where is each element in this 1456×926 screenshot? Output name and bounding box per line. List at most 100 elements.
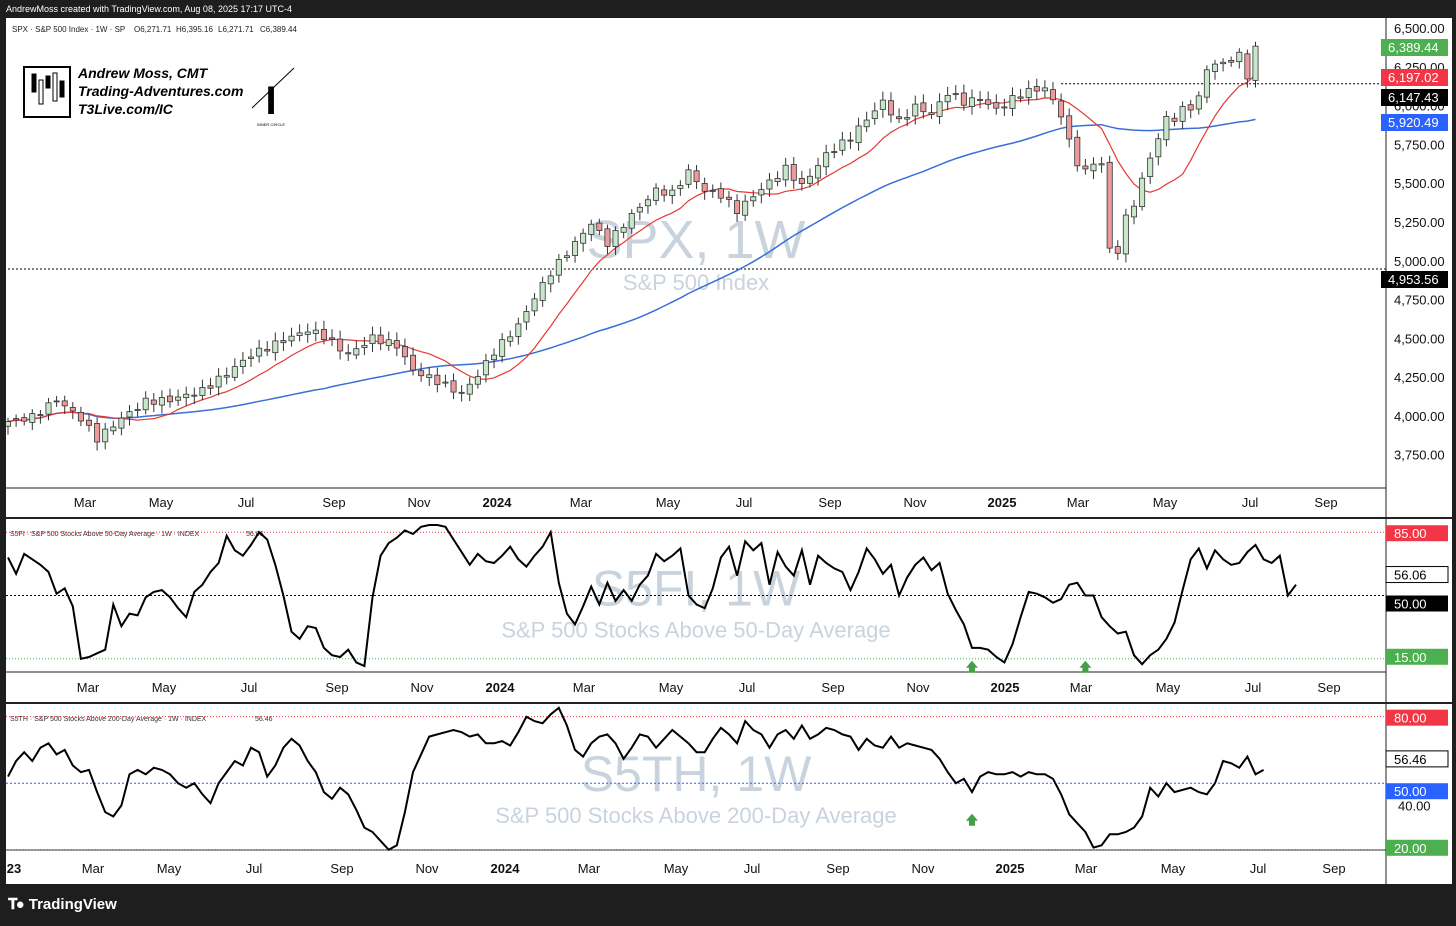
s5th-value-box-bg: [1386, 783, 1448, 800]
price-box-blue: 5,920.49: [1381, 114, 1448, 131]
candle-body: [1179, 106, 1186, 122]
candle-body: [863, 119, 870, 128]
s5th-watermark-subtitle: S&P 500 Stocks Above 200-Day Average: [495, 803, 897, 828]
s5fi-time-axis-tick: Sep: [821, 680, 844, 695]
price-time-axis-tick: May: [1153, 495, 1178, 510]
s5th-arrow-up-icon: [965, 813, 978, 826]
s5th-time-axis-tick: Nov: [911, 861, 935, 876]
candle-body: [1244, 53, 1251, 80]
s5fi-watermark: S5FI, 1W: [592, 561, 801, 617]
s5fi-time-axis-tick: Mar: [77, 680, 100, 695]
ohlc-high: H6,395.16: [176, 25, 213, 34]
price-box-label: 4,953.56: [1388, 272, 1439, 287]
s5th-value-box: 20.00: [1386, 839, 1448, 856]
candle-body: [709, 190, 716, 192]
candle-body: [320, 328, 327, 341]
candle-body: [790, 164, 797, 181]
candle-body: [223, 375, 230, 378]
candle-body: [13, 418, 20, 421]
s5th-value-box-label: 80.00: [1394, 711, 1427, 726]
candle-body: [61, 400, 68, 407]
candle-body: [1252, 45, 1259, 81]
candle-body: [580, 232, 587, 244]
candle-body: [207, 385, 214, 389]
candle-body: [1009, 95, 1016, 109]
price-time-axis-tick: Sep: [818, 495, 841, 510]
candle-body: [231, 366, 238, 378]
price-scale-tick: 4,250.00: [1394, 370, 1445, 385]
candle-body: [758, 189, 765, 196]
price-time-axis-tick: Mar: [74, 495, 97, 510]
price-time-axis-tick: Sep: [1314, 495, 1337, 510]
candle-body: [272, 340, 279, 354]
candle-body: [912, 103, 919, 117]
price-box-label: 6,147.43: [1388, 90, 1439, 105]
candlestick-logo-bar: [59, 80, 65, 98]
s5fi-time-axis-tick: Nov: [410, 680, 434, 695]
candle-body: [458, 391, 465, 394]
tradingview-logo-icon: 𝐓●: [8, 896, 25, 913]
candle-body: [94, 423, 101, 443]
candle-body: [1211, 63, 1218, 72]
candle-body: [1147, 157, 1154, 177]
candle-body: [701, 183, 708, 192]
candle-body: [661, 189, 668, 196]
s5fi-value-box-label: 56.06: [1394, 568, 1427, 583]
candle-body: [1130, 205, 1137, 218]
candle-body: [555, 259, 562, 276]
candlestick-logo-bar: [52, 72, 58, 102]
candle-body: [588, 223, 595, 235]
candle-body: [1049, 89, 1056, 101]
tradingview-brand[interactable]: 𝐓● TradingView: [8, 896, 117, 913]
candle-body: [944, 95, 951, 103]
candle-body: [385, 339, 392, 347]
inner-circle-logo-stroke: [251, 67, 295, 109]
s5fi-time-axis-tick: Jul: [1245, 680, 1262, 695]
candle-body: [37, 414, 44, 416]
inner-circle-caption: INNER CIRCLE: [257, 122, 286, 127]
s5th-time-axis-tick: Mar: [82, 861, 105, 876]
candle-body: [612, 230, 619, 247]
candle-body: [369, 334, 376, 345]
candle-body: [118, 417, 125, 429]
candle-body: [264, 349, 271, 352]
candle-body: [904, 117, 911, 120]
price-scale-tick: 4,500.00: [1394, 331, 1445, 346]
candle-body: [1228, 59, 1235, 63]
price-scale-tick: 5,750.00: [1394, 137, 1445, 152]
candle-body: [312, 329, 319, 334]
candle-body: [1155, 138, 1162, 158]
candle-body: [183, 393, 190, 399]
candle-body: [1163, 115, 1170, 141]
candle-body: [4, 421, 11, 427]
price-time-axis-tick: 2025: [988, 495, 1017, 510]
chart-svg[interactable]: SPX, 1WS&P 500 Index SPX · S&P 500 Index …: [4, 18, 1452, 884]
candle-body: [256, 347, 263, 357]
candle-body: [126, 411, 133, 418]
price-time-axis-tick: May: [149, 495, 174, 510]
price-scale-tick: 5,000.00: [1394, 254, 1445, 269]
candle-body: [693, 170, 700, 183]
candle-body: [86, 419, 93, 426]
author-watermark-box: Andrew Moss, CMT Trading-Adventures.com T3…: [23, 65, 295, 127]
candle-body: [677, 185, 684, 189]
candle-body: [871, 110, 878, 120]
candle-body: [920, 102, 927, 113]
candle-body: [361, 344, 368, 348]
price-legend-title: SPX · S&P 500 Index · 1W · SP: [12, 25, 125, 34]
price-box-black: 6,147.43: [1381, 89, 1448, 106]
candle-body: [742, 200, 749, 216]
candle-body: [1090, 163, 1097, 172]
candle-body: [1082, 165, 1089, 170]
candle-body: [806, 175, 813, 184]
candle-body: [669, 189, 676, 196]
tradingview-brand-label: TradingView: [28, 896, 117, 913]
s5fi-time-axis-tick: 2024: [486, 680, 516, 695]
s5fi-time-axis-tick: Sep: [1317, 680, 1340, 695]
candle-body: [401, 346, 408, 358]
s5fi-time-axis-tick: Jul: [241, 680, 258, 695]
candle-body: [798, 178, 805, 184]
candle-body: [102, 428, 109, 443]
ma-long-line: [7, 118, 1256, 423]
candle-body: [653, 187, 660, 201]
